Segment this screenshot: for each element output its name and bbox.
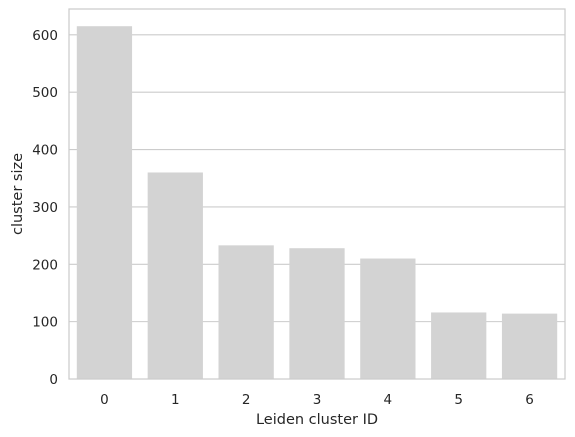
x-tick-label-3: 3 <box>313 392 322 408</box>
bar-cluster-1 <box>147 172 203 379</box>
bar-cluster-5 <box>431 312 487 379</box>
x-tick-labels: 0 1 2 3 4 5 6 <box>100 392 534 408</box>
y-axis-label: cluster size <box>10 153 26 235</box>
x-tick-label-0: 0 <box>100 392 109 408</box>
bar-cluster-2 <box>218 245 274 379</box>
x-axis-label: Leiden cluster ID <box>256 412 378 428</box>
bar-cluster-3 <box>289 248 345 379</box>
bars <box>76 26 558 380</box>
y-tick-label-200: 200 <box>32 257 58 273</box>
plot-frame <box>68 8 566 380</box>
x-tick-label-5: 5 <box>454 392 463 408</box>
bar-cluster-4 <box>360 258 416 379</box>
y-tick-labels: 0 100 200 300 400 500 600 <box>32 28 58 388</box>
bar-cluster-6 <box>501 313 558 379</box>
bar-cluster-0 <box>76 26 133 380</box>
y-tick-label-400: 400 <box>32 143 58 159</box>
x-tick-label-2: 2 <box>242 392 251 408</box>
y-tick-label-100: 100 <box>32 315 58 331</box>
y-tick-label-0: 0 <box>49 372 58 388</box>
y-tick-label-500: 500 <box>32 85 58 101</box>
y-tick-label-300: 300 <box>32 200 58 216</box>
x-tick-label-1: 1 <box>171 392 180 408</box>
x-tick-label-4: 4 <box>384 392 393 408</box>
y-tick-label-600: 600 <box>32 28 58 44</box>
x-tick-label-6: 6 <box>525 392 534 408</box>
